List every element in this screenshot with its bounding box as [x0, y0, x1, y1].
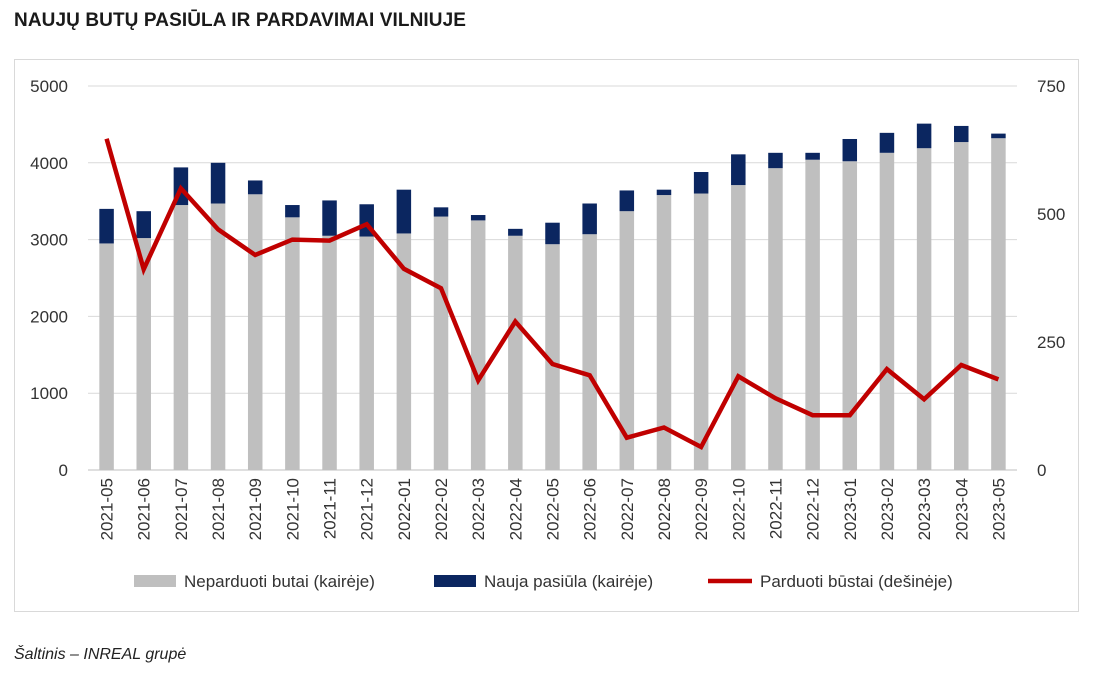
bar-new-supply: [768, 152, 783, 169]
bar-unsold: [508, 235, 523, 470]
bar-new-supply: [285, 205, 300, 218]
bar-unsold: [619, 211, 635, 470]
bar-unsold: [173, 205, 189, 471]
left-tick-label: 4000: [30, 154, 68, 173]
bar-new-supply: [136, 211, 151, 239]
legend-label-new-supply: Nauja pasiūla (kairėje): [484, 572, 653, 591]
x-tick-label: 2021-12: [358, 478, 377, 540]
bar-new-supply: [247, 180, 263, 195]
bar-unsold: [247, 194, 263, 470]
bar-new-supply: [210, 162, 226, 204]
bar-unsold: [470, 220, 486, 470]
bar-unsold: [768, 168, 783, 470]
x-tick-label: 2022-08: [655, 478, 674, 540]
bar-new-supply: [879, 132, 895, 153]
left-tick-label: 2000: [30, 307, 68, 326]
bar-unsold: [693, 193, 709, 470]
source-note: Šaltinis – INREAL grupė: [14, 646, 187, 663]
bar-unsold: [322, 235, 337, 470]
bar-unsold: [396, 233, 412, 470]
x-tick-label: 2022-07: [618, 478, 637, 540]
chart-frame: [14, 59, 1079, 612]
right-tick-label: 500: [1037, 205, 1065, 224]
bar-unsold: [99, 243, 114, 470]
x-tick-label: 2021-05: [98, 478, 117, 540]
x-tick-label: 2022-06: [581, 478, 600, 540]
right-tick-label: 750: [1037, 77, 1065, 96]
legend-swatch-new-supply: [434, 575, 476, 587]
left-tick-label: 5000: [30, 77, 68, 96]
legend: Neparduoti butai (kairėje) Nauja pasiūla …: [134, 572, 953, 591]
x-tick-label: 2022-05: [544, 478, 563, 540]
bar-unsold: [954, 142, 969, 470]
bar-new-supply: [916, 123, 932, 149]
legend-swatch-unsold: [134, 575, 176, 587]
x-tick-label: 2023-05: [989, 478, 1008, 540]
x-tick-label: 2021-08: [209, 478, 228, 540]
bar-new-supply: [470, 215, 486, 221]
bar-new-supply: [842, 138, 858, 162]
bar-new-supply: [545, 222, 560, 245]
x-tick-label: 2022-09: [692, 478, 711, 540]
x-tick-label: 2023-03: [915, 478, 934, 540]
bar-new-supply: [954, 125, 969, 143]
left-tick-label: 1000: [30, 384, 68, 403]
bar-unsold: [842, 161, 858, 470]
bar-new-supply: [991, 133, 1006, 139]
bar-unsold: [582, 234, 597, 470]
bar-unsold: [136, 238, 151, 470]
x-tick-label: 2021-06: [135, 478, 154, 540]
x-tick-label: 2022-02: [432, 478, 451, 540]
bar-new-supply: [433, 207, 449, 217]
x-tick-label: 2022-04: [506, 478, 525, 540]
bar-unsold: [916, 148, 932, 470]
bar-new-supply: [619, 190, 635, 212]
left-tick-label: 0: [59, 461, 68, 480]
bar-unsold: [656, 195, 672, 470]
bar-new-supply: [99, 208, 114, 244]
legend-label-sold: Parduoti būstai (dešinėje): [760, 572, 953, 591]
x-tick-label: 2023-02: [878, 478, 897, 540]
bar-new-supply: [508, 228, 523, 236]
bars: [99, 123, 1006, 471]
bar-unsold: [285, 217, 300, 470]
bar-unsold: [879, 152, 895, 471]
bar-unsold: [433, 216, 449, 470]
bar-new-supply: [731, 154, 746, 186]
legend-label-unsold: Neparduoti butai (kairėje): [184, 572, 375, 591]
x-tick-label: 2022-12: [804, 478, 823, 540]
bar-unsold: [210, 203, 226, 470]
x-tick-label: 2021-10: [283, 478, 302, 540]
x-tick-label: 2021-07: [172, 478, 191, 540]
bar-unsold: [731, 185, 746, 470]
x-tick-label: 2021-11: [321, 478, 340, 539]
sold-line: [104, 138, 1000, 451]
x-tick-label: 2022-11: [766, 478, 785, 539]
x-tick-label: 2022-03: [469, 478, 488, 540]
bar-new-supply: [805, 152, 820, 160]
x-tick-label: 2022-10: [729, 478, 748, 540]
bar-new-supply: [656, 189, 672, 196]
bar-new-supply: [582, 203, 597, 235]
bar-unsold: [359, 236, 374, 470]
bar-unsold: [805, 159, 820, 470]
bar-unsold: [991, 138, 1006, 470]
bar-new-supply: [396, 189, 412, 234]
right-tick-label: 0: [1037, 461, 1046, 480]
x-tick-label: 2023-04: [952, 478, 971, 540]
axes: 0 1000 2000 3000 4000 5000 0 250 500 750 2021-05 20…: [30, 77, 1065, 540]
right-tick-label: 250: [1037, 333, 1065, 352]
bar-new-supply: [693, 172, 709, 194]
chart-title: NAUJŲ BUTŲ PASIŪLA IR PARDAVIMAI VILNIUJ…: [14, 10, 467, 31]
x-tick-label: 2023-01: [841, 478, 860, 540]
x-tick-label: 2021-09: [246, 478, 265, 540]
x-tick-label: 2022-01: [395, 478, 414, 540]
chart-svg: 0 1000 2000 3000 4000 5000 0 250 500 750 2021-05 20…: [30, 77, 1065, 591]
left-tick-label: 3000: [30, 231, 68, 250]
bar-unsold: [545, 244, 560, 470]
bar-new-supply: [322, 200, 337, 236]
